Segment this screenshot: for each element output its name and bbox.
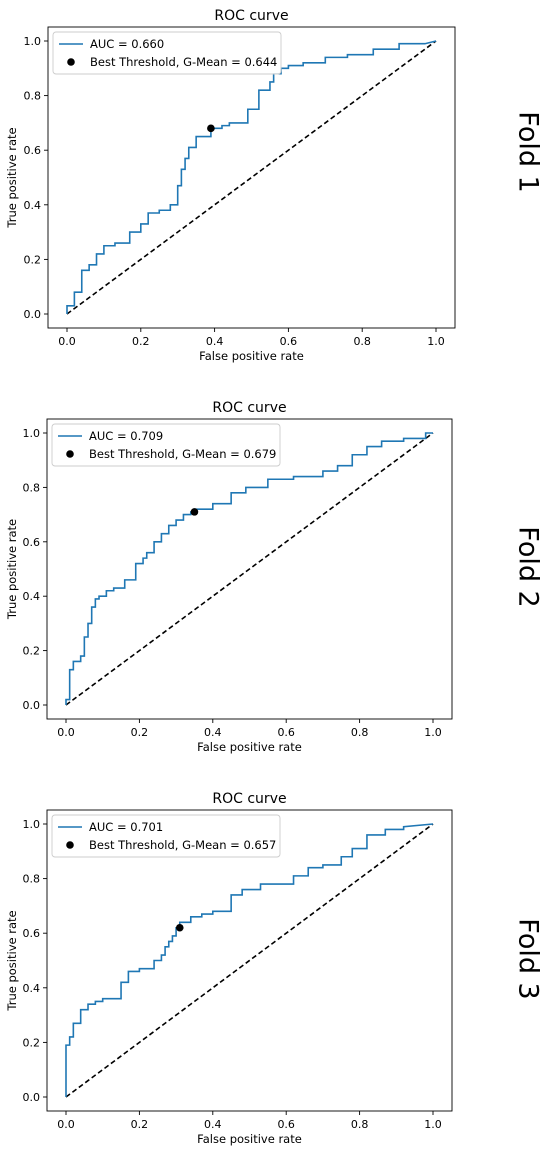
y-tick-label: 0.6 [23, 927, 41, 940]
best-threshold-point [190, 508, 199, 516]
legend-roc-label: AUC = 0.709 [89, 429, 163, 443]
x-tick-label: 0.2 [131, 726, 149, 739]
x-tick-label: 0.4 [206, 335, 224, 348]
legend-box [51, 814, 281, 858]
x-tick-label: 1.0 [424, 726, 442, 739]
x-tick-label: 0.8 [353, 335, 371, 348]
chart-title: ROC curve [214, 8, 288, 24]
chance-diagonal-line [65, 823, 434, 1098]
chart-title: ROC curve [212, 791, 286, 807]
y-tick-label: 0.4 [23, 982, 41, 995]
x-tick-label: 0.2 [132, 335, 150, 348]
legend-best-swatch [67, 58, 75, 66]
y-tick-label: 0.0 [23, 699, 41, 712]
legend-roc-label: AUC = 0.701 [89, 820, 163, 834]
x-tick-label: 0.8 [351, 726, 369, 739]
x-tick-label: 1.0 [424, 1118, 442, 1131]
x-axis-label: False positive rate [199, 349, 304, 363]
x-tick-label: 0.0 [58, 335, 76, 348]
x-tick-label: 0.0 [57, 726, 75, 739]
roc-panel-fold-3: ROC curve 0.0 0.2 0.4 0.6 0.8 1.0 0.0 0.2 0.4 0.6 0… [5, 791, 544, 1146]
best-threshold-point [207, 124, 215, 133]
chart-title: ROC curve [212, 400, 286, 416]
y-tick-label: 0.0 [23, 1091, 41, 1104]
best-threshold-point [175, 923, 184, 932]
y-tick-label: 0.6 [24, 144, 42, 157]
legend-best-label: Best Threshold, G-Mean = 0.644 [90, 55, 277, 69]
fold-label: Fold 3 [513, 918, 544, 1000]
chance-diagonal-line [65, 432, 434, 706]
y-axis-label: True positive rate [5, 910, 19, 1011]
x-tick-label: 0.6 [277, 726, 295, 739]
y-tick-label: 0.0 [24, 308, 42, 321]
x-tick-label: 0.0 [57, 1118, 75, 1131]
legend-best-label: Best Threshold, G-Mean = 0.679 [89, 447, 276, 461]
y-tick-label: 0.2 [23, 645, 41, 658]
y-tick-label: 0.8 [24, 90, 42, 103]
axes-frame [46, 418, 453, 720]
legend-roc-label: AUC = 0.660 [90, 37, 164, 51]
x-tick-label: 0.6 [277, 1118, 295, 1131]
x-tick-label: 0.6 [280, 335, 298, 348]
y-axis-label: True positive rate [5, 127, 19, 228]
y-tick-label: 0.4 [24, 199, 42, 212]
roc-panel-fold-1: ROC curve 0.0 0.2 0.4 0.6 0.8 1.0 0.0 0.2 0.4 0.6 0… [5, 8, 544, 363]
y-tick-label: 0.8 [23, 873, 41, 886]
axes-frame [46, 809, 453, 1112]
legend-best-label: Best Threshold, G-Mean = 0.657 [89, 838, 276, 852]
chance-diagonal-line [66, 40, 437, 315]
roc-curve-line [66, 40, 437, 314]
x-tick-label: 1.0 [427, 335, 445, 348]
y-tick-label: 1.0 [23, 818, 41, 831]
x-tick-label: 0.2 [131, 1118, 149, 1131]
y-tick-label: 0.6 [23, 536, 41, 549]
y-tick-label: 0.4 [23, 590, 41, 603]
y-tick-label: 0.8 [23, 481, 41, 494]
legend-box [51, 423, 281, 467]
y-axis-label: True positive rate [5, 519, 19, 620]
roc-curve-line [65, 432, 433, 705]
y-tick-label: 1.0 [23, 427, 41, 440]
axes-frame [47, 26, 456, 329]
y-tick-label: 1.0 [24, 35, 42, 48]
x-tick-label: 0.4 [204, 726, 222, 739]
y-tick-label: 0.2 [24, 253, 42, 266]
x-axis-label: False positive rate [197, 1132, 302, 1146]
legend-best-swatch [66, 450, 74, 458]
legend-best-swatch [66, 841, 74, 849]
x-tick-label: 0.4 [204, 1118, 222, 1131]
x-axis-label: False positive rate [197, 740, 302, 754]
fold-label: Fold 2 [513, 526, 544, 608]
x-tick-label: 0.8 [351, 1118, 369, 1131]
y-tick-label: 0.2 [23, 1036, 41, 1049]
fold-label: Fold 1 [513, 111, 544, 193]
legend-box [52, 31, 282, 75]
roc-panel-fold-2: ROC curve 0.0 0.2 0.4 0.6 0.8 1.0 0.0 0.2 0.4 0.6 0… [5, 400, 544, 754]
